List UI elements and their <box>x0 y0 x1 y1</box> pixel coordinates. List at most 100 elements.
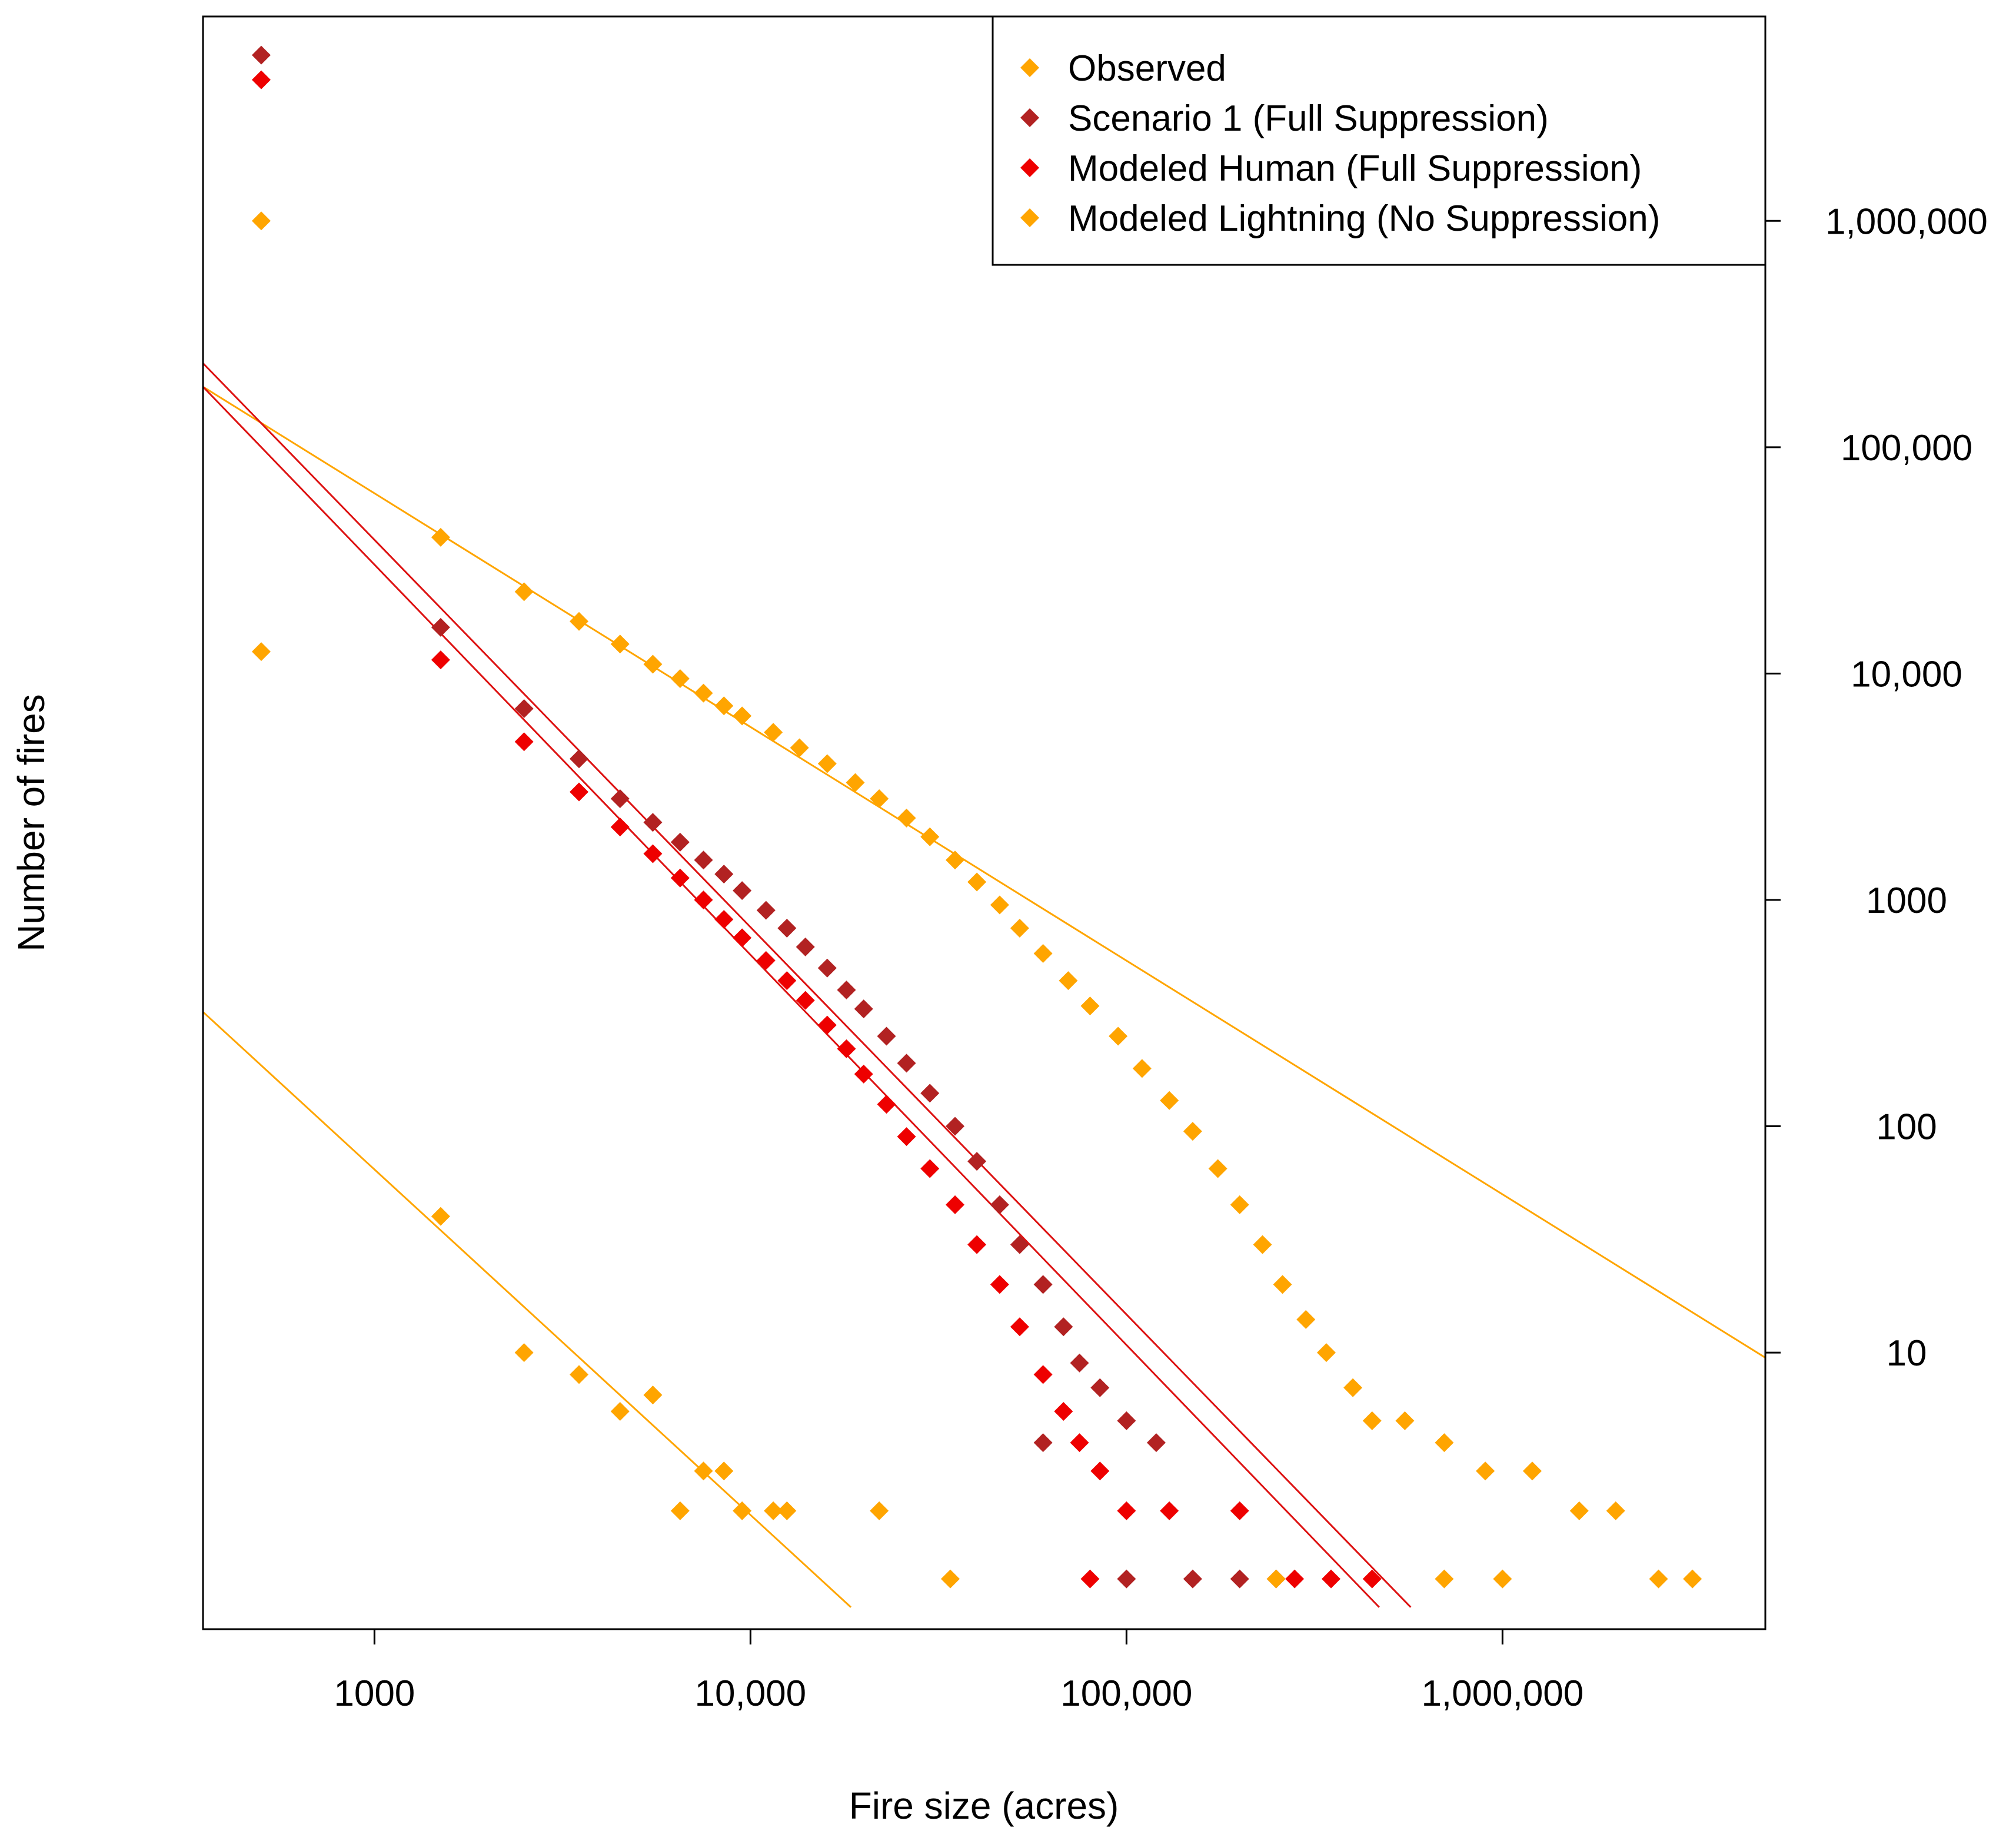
data-point <box>1109 1026 1128 1046</box>
data-point <box>1090 1461 1110 1481</box>
data-point <box>897 808 916 828</box>
y-tick-label: 1000 <box>1866 881 1947 921</box>
data-point <box>777 1501 797 1520</box>
data-point <box>570 782 589 802</box>
data-point <box>643 654 663 674</box>
data-point <box>694 1461 713 1481</box>
data-point <box>1683 1569 1702 1589</box>
data-point <box>1117 1411 1136 1430</box>
data-point <box>946 850 965 870</box>
data-point <box>694 890 713 909</box>
data-point <box>990 1275 1009 1294</box>
fit-line-3 <box>202 363 1412 1608</box>
data-point <box>946 1195 965 1214</box>
data-point <box>714 1461 734 1481</box>
data-point <box>777 919 797 938</box>
data-point <box>796 937 815 956</box>
y-tick-label: 10 <box>1887 1333 1927 1374</box>
data-point <box>1343 1378 1363 1397</box>
data-point <box>1033 1433 1053 1453</box>
x-tick-label: 1000 <box>334 1673 415 1714</box>
data-point <box>870 789 889 809</box>
data-point <box>514 732 534 752</box>
data-point <box>1160 1091 1179 1110</box>
y-tick-label: 100 <box>1876 1107 1937 1148</box>
data-point <box>817 1015 837 1035</box>
legend-label: Scenario 1 (Full Suppression) <box>1068 98 1549 139</box>
legend-marker <box>1020 208 1039 227</box>
data-point <box>1010 1235 1029 1254</box>
y-tick-label: 100,000 <box>1841 428 1972 469</box>
data-point <box>897 1127 916 1147</box>
data-point <box>920 827 940 846</box>
data-point <box>431 650 450 670</box>
data-point <box>1183 1122 1202 1141</box>
data-point <box>946 1117 965 1136</box>
data-point <box>854 999 873 1019</box>
data-point <box>877 1095 896 1114</box>
data-point <box>610 818 630 837</box>
data-point <box>967 872 987 892</box>
plot-frame <box>202 15 1767 1630</box>
data-point <box>570 749 589 769</box>
x-axis-title: Fire size (acres) <box>849 1785 1119 1827</box>
legend-marker <box>1020 108 1039 127</box>
data-point <box>837 981 856 1000</box>
data-point <box>733 706 752 726</box>
data-point <box>514 582 534 602</box>
data-point <box>251 642 271 662</box>
data-point <box>1117 1569 1136 1589</box>
data-point <box>990 895 1009 915</box>
y-tick-label: 1,000,000 <box>1825 201 1988 242</box>
data-point <box>733 928 752 948</box>
data-point <box>570 612 589 631</box>
data-point <box>733 881 752 901</box>
data-point <box>733 1501 752 1520</box>
data-point <box>1230 1569 1249 1589</box>
data-point <box>897 1054 916 1073</box>
data-point <box>764 1501 783 1520</box>
legend-label: Modeled Human (Full Suppression) <box>1068 148 1642 189</box>
data-point <box>1080 1569 1100 1589</box>
data-point <box>643 1386 663 1405</box>
data-points <box>251 45 1702 1589</box>
fit-lines <box>202 363 1766 1608</box>
data-point <box>1230 1501 1249 1520</box>
data-point <box>1208 1159 1227 1178</box>
data-point <box>1606 1501 1625 1520</box>
data-point <box>1435 1569 1454 1589</box>
series-3 <box>251 70 1382 1589</box>
data-point <box>1010 1317 1029 1337</box>
x-tick-label: 100,000 <box>1060 1673 1192 1714</box>
data-point <box>870 1501 889 1520</box>
data-point <box>1285 1569 1305 1589</box>
data-point <box>714 865 734 884</box>
data-point <box>610 1401 630 1421</box>
data-point <box>670 868 690 888</box>
data-point <box>1273 1275 1292 1294</box>
data-point <box>1160 1501 1179 1520</box>
data-point <box>1070 1353 1089 1373</box>
data-point <box>1146 1433 1166 1453</box>
data-point <box>431 617 450 637</box>
data-point <box>1569 1501 1589 1520</box>
legend-marker <box>1020 58 1039 77</box>
fit-line-4 <box>202 386 1380 1608</box>
data-point <box>570 1365 589 1384</box>
data-point <box>1362 1411 1382 1430</box>
data-point <box>796 991 815 1010</box>
data-point <box>967 1235 987 1254</box>
x-tick-label: 1,000,000 <box>1421 1673 1583 1714</box>
data-point <box>940 1569 960 1589</box>
data-point <box>764 723 783 742</box>
data-point <box>1010 919 1029 938</box>
fit-line-1 <box>202 386 1766 1358</box>
data-point <box>1253 1235 1272 1254</box>
y-axis-title: Number of fires <box>10 694 52 951</box>
series-4 <box>251 211 1702 1589</box>
data-point <box>514 699 534 718</box>
data-point <box>251 45 271 65</box>
x-tick-label: 10,000 <box>695 1673 807 1714</box>
data-point <box>1522 1461 1542 1481</box>
